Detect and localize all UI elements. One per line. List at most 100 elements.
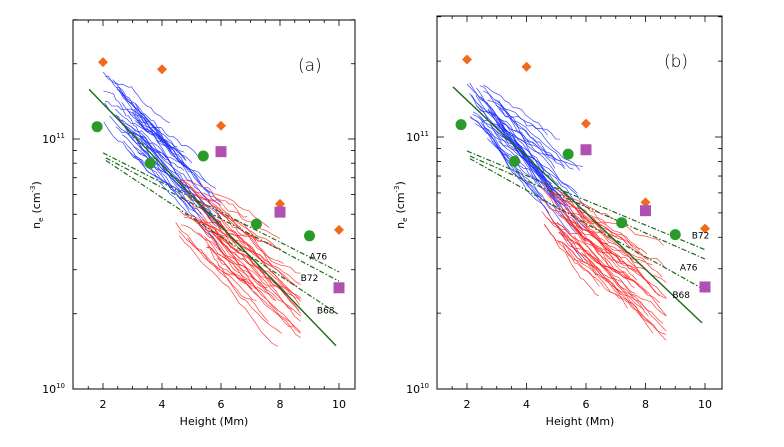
x-axis-title-b: Height (Mm) — [546, 415, 615, 428]
trace-line — [102, 71, 187, 162]
x-axis-title-a: Height (Mm) — [180, 415, 249, 428]
circle-marker — [616, 217, 628, 229]
trace-line — [182, 181, 248, 218]
trace-line — [466, 83, 559, 185]
trace-line — [132, 111, 188, 167]
trace-line — [105, 75, 161, 131]
trace-line — [112, 79, 170, 124]
circle-marker — [197, 150, 209, 162]
trace-line — [181, 224, 267, 293]
trace-line — [559, 231, 636, 295]
trace-line — [480, 116, 553, 185]
axes-frame-b — [436, 15, 723, 390]
x-tick-label: 4 — [159, 398, 166, 411]
trace-line — [140, 137, 207, 183]
trace-line — [551, 193, 627, 244]
trace-line — [500, 118, 587, 208]
trace-line — [581, 252, 667, 335]
circle-marker — [250, 218, 262, 230]
trace-line — [475, 95, 578, 234]
trace-line — [556, 199, 660, 297]
trace-line — [179, 235, 278, 347]
trace-line — [178, 179, 270, 228]
line-label-b68-b: B68 — [672, 291, 690, 301]
model-line-b72-b — [466, 150, 706, 251]
plot-area-b — [452, 54, 711, 341]
trace-line — [552, 221, 648, 295]
line-label-b72-b: B72 — [692, 232, 710, 242]
trace-line — [561, 212, 644, 267]
trace-line — [541, 211, 628, 309]
trace-line — [121, 123, 164, 159]
trace-line — [569, 207, 653, 289]
diamond-marker — [216, 120, 226, 131]
square-marker — [699, 281, 711, 293]
trace-line — [483, 84, 560, 140]
y-tick-label: 1010 — [406, 382, 429, 396]
y-tick-label: 1011 — [42, 132, 65, 146]
trace-line — [567, 249, 652, 325]
trace-line — [196, 221, 301, 285]
trace-line — [115, 114, 168, 175]
trace-line — [486, 128, 571, 233]
line-label-b68-a: B68 — [317, 307, 335, 317]
trace-line — [546, 209, 599, 275]
trace-line — [479, 85, 556, 169]
line-label-b72-a: B72 — [301, 274, 319, 284]
trace-line — [207, 205, 282, 250]
trace-line — [121, 94, 172, 151]
trace-line — [577, 211, 650, 261]
trace-line — [557, 241, 654, 334]
model-line-solid-fit-a — [88, 88, 337, 347]
trace-line — [129, 111, 202, 162]
trace-line — [483, 90, 580, 171]
diamond-marker — [334, 224, 344, 235]
trace-line — [181, 197, 227, 231]
y-tick-label: 1011 — [406, 130, 429, 144]
trace-line — [547, 189, 648, 254]
circle-marker — [562, 148, 574, 160]
panel-label-b: (b) — [664, 52, 688, 72]
trace-line — [556, 221, 667, 341]
x-tick-label: 2 — [100, 398, 107, 411]
trace-line — [205, 226, 282, 291]
trace-line — [487, 99, 566, 170]
diamond-marker — [157, 64, 167, 75]
x-tick-label: 2 — [464, 398, 471, 411]
trace-line — [178, 230, 257, 301]
diamond-marker — [521, 61, 532, 72]
x-tick-label: 10 — [332, 398, 346, 411]
plot-area-a — [88, 57, 345, 347]
trace-line — [104, 102, 188, 196]
trace-line — [569, 220, 667, 316]
panel-label-a: (a) — [298, 56, 322, 76]
y-axis-title-b: ne(cm-3) — [393, 181, 409, 229]
x-tick-label: 10 — [698, 398, 712, 411]
y-axis-title-a: ne(cm-3) — [29, 181, 45, 229]
trace-line — [121, 102, 178, 148]
trace-line — [204, 198, 284, 264]
trace-line — [207, 245, 301, 333]
circle-marker — [144, 157, 156, 169]
x-tick-label: 6 — [218, 398, 225, 411]
trace-line — [136, 120, 222, 203]
trace-line — [558, 232, 621, 296]
trace-line — [125, 122, 185, 171]
trace-line — [549, 193, 618, 274]
diamond-marker — [98, 57, 108, 68]
trace-line — [201, 217, 301, 334]
red-traces-b — [538, 181, 667, 341]
x-tick-label: 8 — [642, 398, 649, 411]
trace-line — [485, 117, 583, 167]
trace-line — [566, 216, 653, 265]
axes-frame-a — [72, 19, 356, 390]
panel-a: (a) Height (Mm) ne(cm-3) A76 B72 B68 2 4 6 8 10… — [29, 19, 356, 428]
trace-line — [217, 214, 301, 302]
trace-line — [574, 235, 667, 332]
model-line-a76-a — [102, 152, 340, 273]
trace-line — [114, 108, 186, 160]
trace-line — [197, 232, 253, 290]
square-marker — [215, 146, 227, 158]
square-marker — [580, 144, 592, 156]
